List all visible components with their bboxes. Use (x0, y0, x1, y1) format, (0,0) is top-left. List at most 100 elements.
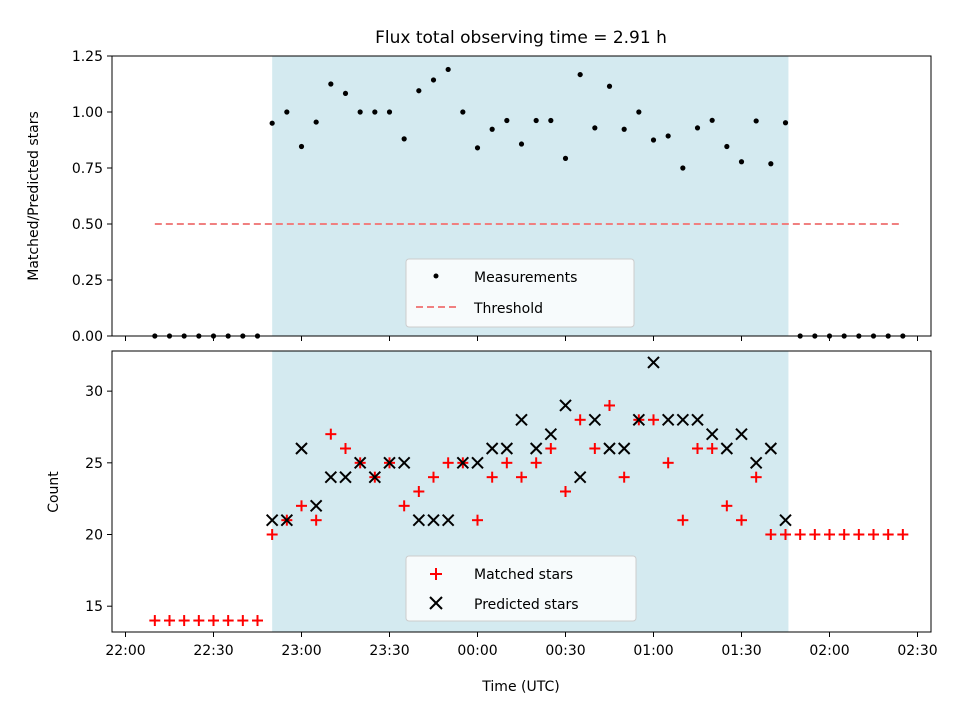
matched-star-point (149, 615, 161, 627)
predicted-star-point (339, 470, 352, 484)
matched-star-point (882, 529, 894, 541)
matched-star-point (618, 471, 630, 483)
matched-star-point (692, 442, 704, 454)
matched-star-point (471, 514, 483, 526)
bottom-y-axis-label: Count (46, 471, 62, 513)
predicted-star-point (632, 413, 646, 427)
matched-star-point (677, 514, 689, 526)
matched-star-point (427, 471, 439, 483)
measurement-point (768, 161, 774, 167)
predicted-star-point (353, 456, 367, 470)
measurement-point (357, 109, 363, 115)
matched-star-point (560, 486, 572, 497)
bottom-panel: Count Time (UTC) 15 20 25 30 22:00 22:30 23:00… (46, 350, 938, 695)
predicted-star-point (779, 513, 792, 527)
bottom-y-tick-label: 15 (85, 599, 103, 615)
measurement-point (606, 83, 613, 89)
measurement-point (284, 109, 290, 115)
predicted-star-point (383, 456, 396, 470)
predicted-star-point (544, 427, 558, 441)
bottom-x-tick-label: 22:00 (105, 643, 145, 659)
predicted-star-point (485, 442, 499, 455)
matched-star-point (662, 457, 674, 469)
matched-star-point (589, 442, 601, 454)
bottom-y-tick-label: 25 (85, 456, 103, 472)
matched-star-point (721, 500, 733, 512)
measurement-point (313, 119, 319, 125)
predicted-star-point (676, 413, 690, 427)
measurement-point (489, 126, 495, 132)
measurement-point (724, 143, 730, 150)
matched-star-point (516, 471, 527, 483)
matched-star-point (178, 615, 190, 627)
matched-star-point (207, 615, 219, 627)
predicted-star-point (559, 399, 572, 412)
legend-measurements-marker (433, 273, 439, 279)
matched-star-point (339, 442, 351, 454)
bottom-plot-frame (111, 350, 932, 633)
legend-predicted-marker (429, 596, 443, 610)
matched-star-point (310, 514, 322, 526)
measurement-point (460, 109, 466, 115)
measurement-point (386, 109, 393, 115)
matched-star-point (750, 471, 762, 483)
matched-star-point (574, 414, 586, 426)
measurement-point (474, 145, 481, 151)
measurement-point (577, 71, 583, 78)
measurement-point (430, 77, 437, 83)
measurement-point (665, 133, 671, 139)
bottom-x-tick-label: 22:30 (193, 643, 233, 659)
matched-star-point (648, 414, 660, 426)
legend-predicted-label: Predicted stars (474, 597, 579, 613)
top-chart-title: Flux total observing time = 2.91 h (375, 28, 667, 48)
predicted-star-point (661, 413, 675, 427)
measurement-point (621, 126, 627, 132)
bottom-x-tick-label: 02:00 (809, 643, 849, 659)
matched-star-point (501, 457, 513, 469)
predicted-star-point (471, 456, 484, 470)
measurement-point (548, 117, 554, 124)
matched-star-point (868, 529, 880, 541)
matched-star-point (295, 500, 307, 512)
bottom-x-tick-label: 23:30 (369, 643, 409, 659)
predicted-star-point (412, 513, 426, 527)
matched-star-point (530, 457, 542, 469)
bottom-y-tick-label: 30 (85, 384, 103, 400)
predicted-star-point (603, 442, 616, 455)
matched-star-point (765, 529, 777, 541)
predicted-star-point (324, 470, 338, 484)
predicted-star-point (705, 427, 719, 441)
matched-star-point (222, 615, 234, 627)
matched-star-point (413, 486, 425, 497)
top-y-tick-label: 0.25 (72, 273, 103, 289)
top-y-tick-label: 1.25 (72, 49, 103, 65)
matched-star-point (163, 615, 175, 627)
matched-star-point (237, 615, 249, 627)
measurement-point (504, 117, 510, 124)
predicted-star-point (529, 442, 543, 455)
predicted-star-point (515, 413, 528, 427)
bottom-x-tick-label: 23:00 (281, 643, 321, 659)
matched-star-point (398, 500, 410, 512)
legend-threshold-label: Threshold (473, 301, 543, 317)
matched-star-point (838, 529, 850, 541)
predicted-star-point (573, 470, 587, 484)
measurement-point (416, 88, 422, 94)
matched-star-point (780, 529, 792, 541)
measurement-point (269, 120, 275, 126)
bottom-x-tick-label: 01:00 (633, 643, 673, 659)
matched-star-point (736, 514, 748, 526)
predicted-star-point (617, 442, 631, 455)
measurement-point (518, 141, 525, 147)
matched-star-point (897, 529, 909, 541)
predicted-star-point (764, 442, 778, 455)
measurement-point (533, 117, 539, 124)
predicted-star-point (456, 456, 470, 470)
predicted-star-point (295, 442, 308, 455)
matched-star-point (853, 529, 865, 541)
measurement-point (562, 155, 569, 161)
measurement-point (342, 90, 349, 97)
predicted-star-point (691, 413, 704, 427)
measurement-point (694, 125, 701, 131)
